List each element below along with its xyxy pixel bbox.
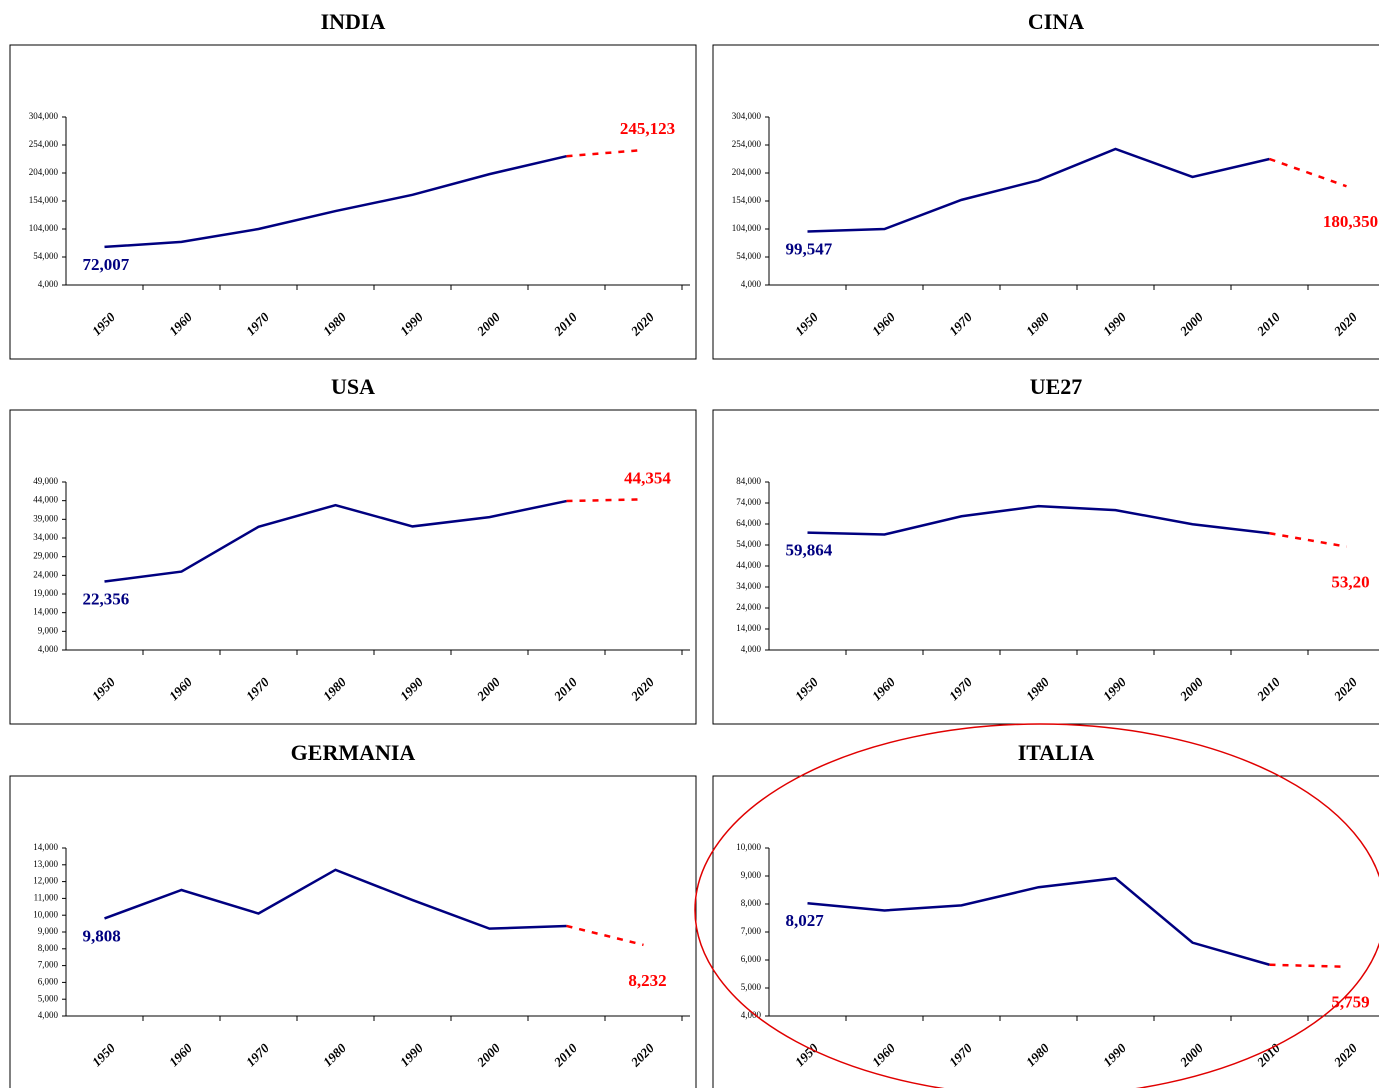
data-label: 5,759	[1331, 993, 1369, 1012]
panel-frame	[9, 44, 697, 360]
y-tick-label: 13,000	[33, 859, 58, 869]
y-tick-label: 74,000	[736, 497, 761, 507]
y-tick-label: 84,000	[736, 476, 761, 486]
y-tick-label: 54,000	[33, 251, 58, 261]
y-tick-label: 24,000	[33, 569, 58, 579]
y-tick-label: 6,000	[38, 976, 59, 986]
y-tick-label: 8,000	[741, 898, 762, 908]
y-tick-label: 12,000	[33, 876, 58, 886]
y-tick-label: 9,000	[38, 926, 59, 936]
y-tick-label: 44,000	[736, 560, 761, 570]
data-label: 72,007	[83, 255, 130, 274]
y-tick-label: 14,000	[33, 842, 58, 852]
chart-panel: UE27 4,000 14,000 24,000 34,000 44,000 54,000 6…	[712, 374, 1379, 725]
y-tick-label: 4,000	[38, 1010, 59, 1020]
y-tick-label: 304,000	[732, 111, 762, 121]
data-label: 180,350	[1323, 212, 1378, 231]
y-tick-label: 39,000	[33, 513, 58, 523]
data-label: 99,547	[786, 239, 833, 258]
series-line	[1269, 532, 1347, 548]
y-tick-label: 204,000	[29, 167, 59, 177]
y-tick-label: 29,000	[33, 551, 58, 561]
series-line	[807, 147, 1270, 233]
y-tick-label: 64,000	[736, 518, 761, 528]
y-tick-label: 254,000	[732, 139, 762, 149]
y-tick-label: 7,000	[741, 926, 762, 936]
data-label: 53,20	[1331, 573, 1369, 592]
chart-title: GERMANIA	[291, 740, 416, 765]
panel-frame	[9, 409, 697, 725]
series-line	[807, 876, 1270, 966]
y-tick-label: 9,000	[38, 625, 59, 635]
highlight-ellipse	[694, 723, 1379, 1088]
y-tick-label: 54,000	[736, 251, 761, 261]
y-tick-label: 254,000	[29, 139, 59, 149]
chart-title: ITALIA	[1018, 740, 1095, 765]
y-tick-label: 7,000	[38, 960, 59, 970]
panel-frame	[712, 775, 1379, 1088]
series-line	[1269, 157, 1347, 188]
series-line	[104, 154, 567, 249]
y-tick-label: 154,000	[732, 195, 762, 205]
y-tick-label: 14,000	[736, 623, 761, 633]
y-tick-label: 304,000	[29, 111, 59, 121]
chart-title: CINA	[1028, 9, 1084, 34]
data-label: 22,356	[83, 589, 130, 608]
y-tick-label: 14,000	[33, 607, 58, 617]
y-tick-label: 34,000	[736, 581, 761, 591]
y-tick-label: 10,000	[33, 909, 58, 919]
data-label: 8,027	[786, 911, 825, 930]
data-label: 245,123	[620, 119, 675, 138]
series-line	[104, 868, 567, 930]
y-tick-label: 19,000	[33, 588, 58, 598]
y-tick-label: 6,000	[741, 954, 762, 964]
y-tick-label: 4,000	[741, 1010, 762, 1020]
data-label: 8,232	[628, 971, 666, 990]
y-tick-label: 24,000	[736, 602, 761, 612]
y-tick-label: 44,000	[33, 495, 58, 505]
series-line	[566, 924, 644, 947]
y-tick-label: 11,000	[34, 892, 59, 902]
y-tick-label: 9,000	[741, 870, 762, 880]
data-label: 9,808	[83, 926, 121, 945]
y-tick-label: 154,000	[29, 195, 59, 205]
y-tick-label: 54,000	[736, 539, 761, 549]
series-line	[104, 499, 567, 583]
y-tick-label: 10,000	[736, 842, 761, 852]
series-line	[807, 504, 1270, 536]
y-tick-label: 4,000	[741, 279, 762, 289]
chart-title: UE27	[1030, 374, 1083, 399]
chart-title: USA	[331, 374, 375, 399]
panel-frame	[9, 775, 697, 1088]
data-label: 44,354	[624, 468, 671, 487]
y-tick-label: 4,000	[38, 279, 59, 289]
data-label: 59,864	[786, 541, 833, 560]
y-tick-label: 5,000	[38, 993, 59, 1003]
y-tick-label: 34,000	[33, 532, 58, 542]
y-tick-label: 104,000	[29, 223, 59, 233]
chart-title: INDIA	[321, 9, 386, 34]
y-tick-label: 49,000	[33, 476, 58, 486]
y-tick-label: 4,000	[38, 644, 59, 654]
y-tick-label: 4,000	[741, 644, 762, 654]
panel-frame	[712, 44, 1379, 360]
y-tick-label: 104,000	[732, 223, 762, 233]
y-tick-label: 8,000	[38, 943, 59, 953]
y-tick-label: 5,000	[741, 982, 762, 992]
y-tick-label: 204,000	[732, 167, 762, 177]
